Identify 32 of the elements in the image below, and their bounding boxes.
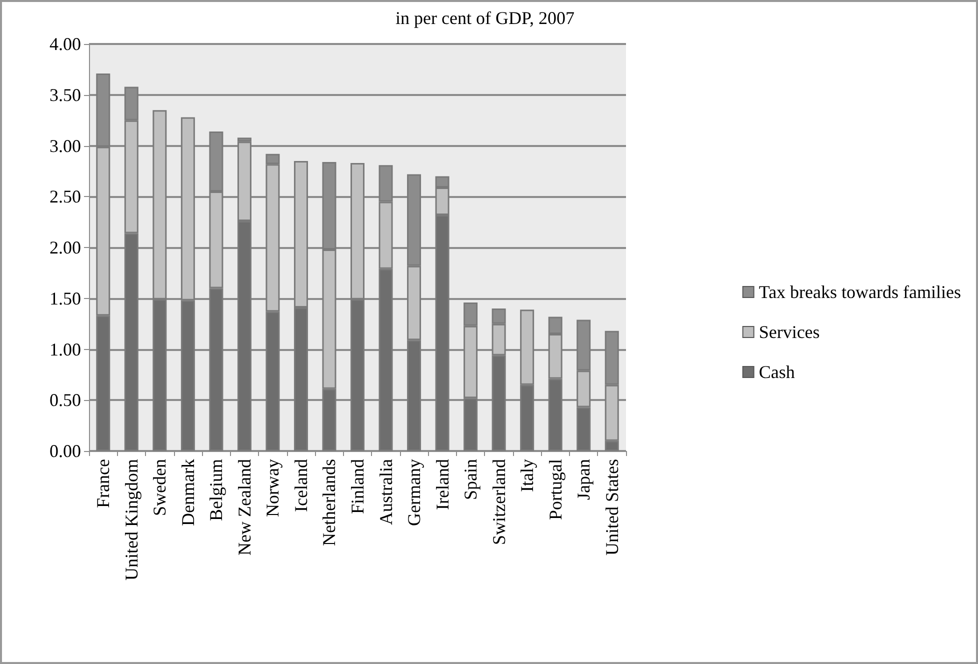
x-tick-label: France xyxy=(93,459,114,508)
x-tick-label: Ireland xyxy=(432,459,452,510)
x-tick-label: Italy xyxy=(517,459,538,492)
y-tick-label: 0.50 xyxy=(50,390,81,410)
x-tick-label: Japan xyxy=(574,459,594,500)
x-tick-label: Netherlands xyxy=(319,459,340,546)
y-tick-label: 1.50 xyxy=(50,288,81,308)
x-tick-label: United Kingdom xyxy=(121,459,142,580)
x-tick-label: Iceland xyxy=(290,459,311,512)
x-tick-label: Sweden xyxy=(150,459,170,516)
x-tick-label: Denmark xyxy=(178,459,198,526)
y-tick-label: 4.00 xyxy=(50,34,81,54)
x-tick-label: New Zealand xyxy=(234,459,254,556)
x-tick-label: Belgium xyxy=(206,459,226,521)
x-tick-label: Portugal xyxy=(545,459,566,520)
legend-label: Tax breaks towards families xyxy=(758,282,962,302)
x-tick-label: Germany xyxy=(404,459,424,526)
legend-label: Cash xyxy=(758,362,795,382)
x-tick-label: Finland xyxy=(348,459,368,514)
y-tick-label: 2.00 xyxy=(50,238,81,258)
y-tick-label: 1.00 xyxy=(50,339,81,360)
x-tick-label: Switzerland xyxy=(488,459,509,545)
x-tick-label: United States xyxy=(602,459,622,556)
y-tick-label: 0.00 xyxy=(50,441,81,461)
legend-label: Services xyxy=(758,322,820,342)
y-tick-label: 3.50 xyxy=(50,84,81,105)
x-tick-label: Australia xyxy=(376,458,396,525)
y-tick-label: 3.00 xyxy=(50,136,81,156)
chart-title: in per cent of GDP, 2007 xyxy=(396,8,574,28)
x-tick-label: Spain xyxy=(460,459,481,500)
y-tick-label: 2.50 xyxy=(50,186,81,207)
x-tick-label: Norway xyxy=(262,459,283,517)
